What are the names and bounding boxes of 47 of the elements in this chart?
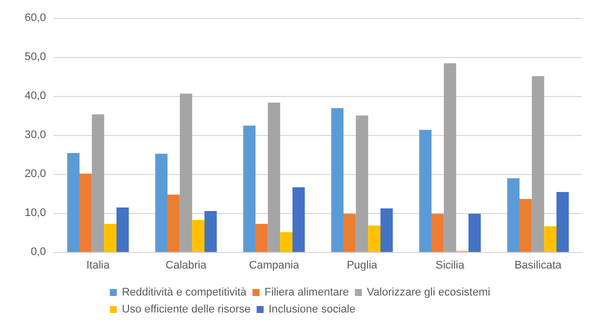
bar [432, 214, 444, 252]
y-tick-label: 40,0 [24, 90, 46, 102]
bar [243, 126, 256, 252]
bar [168, 194, 180, 252]
bar [192, 220, 204, 252]
x-tick-label: Puglia [346, 260, 378, 272]
x-tick-label: Calabria [166, 260, 208, 272]
bar [520, 198, 532, 252]
legend-label: Valorizzare gli ecosistemi [366, 286, 490, 298]
bar [356, 116, 368, 252]
bar [268, 102, 280, 252]
bar [80, 174, 92, 252]
bar [256, 224, 268, 252]
y-tick-label: 60,0 [24, 12, 46, 24]
bar [544, 226, 556, 252]
bar [116, 208, 129, 252]
bar [380, 208, 393, 252]
x-tick-label: Campania [248, 260, 300, 272]
bar [507, 178, 520, 252]
bar [344, 214, 356, 252]
bar [532, 76, 544, 252]
bar [180, 94, 192, 252]
bar [331, 108, 344, 252]
bar [292, 187, 305, 252]
bar [104, 224, 116, 252]
bar [92, 114, 104, 252]
y-tick-label: 50,0 [24, 51, 46, 63]
bar [556, 192, 569, 252]
legend-label: Uso efficiente delle risorse [122, 304, 251, 316]
y-tick-label: 20,0 [24, 168, 46, 180]
legend-label: Redditività e competitività [122, 286, 248, 298]
x-tick-label: Basilicata [514, 260, 562, 272]
bar [368, 225, 380, 252]
x-tick-label: Sicilia [436, 260, 466, 272]
bar [155, 154, 168, 252]
bar [67, 152, 80, 252]
y-tick-label: 0,0 [30, 246, 46, 258]
legend-label: Inclusione sociale [268, 304, 356, 316]
bar [419, 130, 432, 252]
bar [444, 63, 456, 252]
y-tick-label: 30,0 [24, 129, 46, 141]
bar [280, 232, 292, 252]
legend-label: Filiera alimentare [264, 286, 349, 298]
bar [468, 214, 481, 252]
y-tick-label: 10,0 [24, 207, 46, 219]
x-tick-label: Italia [86, 260, 110, 272]
bar [204, 211, 217, 252]
